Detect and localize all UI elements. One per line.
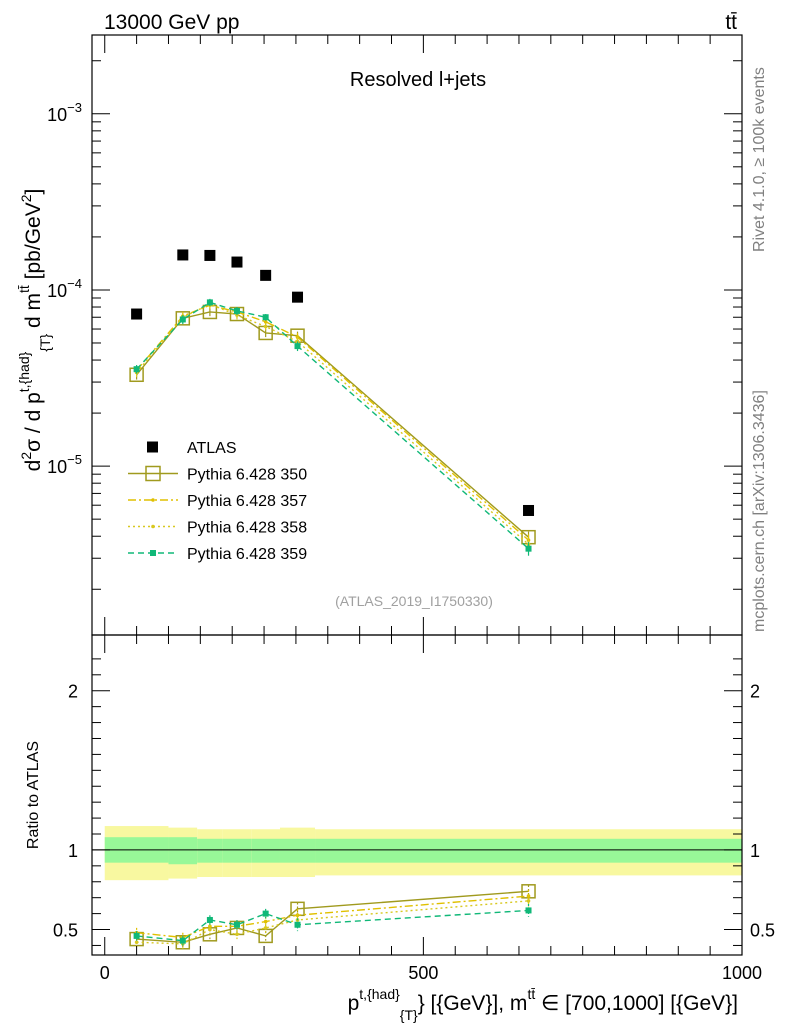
atlas-point xyxy=(260,269,272,281)
svg-text:pt,{had}{T}} [{GeV}], mtt̄ ∈ [: pt,{had}{T}} [{GeV}], mtt̄ ∈ [700,1000] … xyxy=(348,986,738,1023)
main-y-axis-label: d2σ / d pt,{had}{T} d mtt̄ [pb/GeV2] xyxy=(16,189,53,472)
x-axis-label: pt,{had}{T}} [{GeV}], mtt̄ ∈ [700,1000] … xyxy=(348,986,738,1023)
ratio-tick-label: 1 xyxy=(68,841,78,861)
p359-point xyxy=(179,316,186,323)
main-frame xyxy=(91,34,743,636)
legend-marker xyxy=(151,524,155,529)
main-title: Resolved l+jets xyxy=(350,69,486,91)
p359-point xyxy=(206,299,213,306)
p358-ratio-point xyxy=(134,940,139,945)
ratio-bands xyxy=(104,826,742,881)
ratio-frame xyxy=(91,634,743,956)
p357-ratio-point xyxy=(263,919,268,924)
y-tick-label: 10−3 xyxy=(47,100,82,125)
source-label: mcplots.cern.ch [arXiv:1306.3436] xyxy=(751,390,768,632)
rivet-label: Rivet 4.1.0, ≥ 100k events xyxy=(751,67,768,252)
inner-band-segment xyxy=(197,838,223,863)
p358-point xyxy=(263,324,268,329)
legend-marker xyxy=(145,465,161,482)
ratio-y-axis-label: Ratio to ATLAS xyxy=(25,741,42,849)
ratio-series-p357 xyxy=(134,889,531,943)
p359-point xyxy=(294,343,301,350)
p359-ratio-line xyxy=(136,909,529,942)
process-label: tt̄ xyxy=(725,11,737,34)
ratio-tick-label: 0.5 xyxy=(53,921,78,941)
y-tick-label: 10−4 xyxy=(47,276,82,301)
x-tick-label: 500 xyxy=(408,963,438,983)
legend-marker xyxy=(151,498,155,502)
series-p358 xyxy=(134,300,531,551)
ratio-tick-label-right: 2 xyxy=(750,682,760,702)
main-panel: 10−5 10−4 10−3 Resolved l+jets (ATLAS_2019… xyxy=(47,34,743,636)
legend-label: ATLAS xyxy=(187,440,237,457)
series-p359 xyxy=(133,298,532,556)
legend-atlas-marker xyxy=(147,441,158,453)
svg-text:d2σ / d pt,{had}{T} d mtt̄ [pb: d2σ / d pt,{had}{T} d mtt̄ [pb/GeV2] xyxy=(16,189,53,472)
p357-point xyxy=(263,319,268,324)
p358-ratio-point xyxy=(235,932,239,937)
atlas-point xyxy=(131,308,143,320)
p359-ratio-point xyxy=(206,916,213,923)
inner-band-segment xyxy=(251,838,280,863)
p358-ratio-point xyxy=(208,927,212,932)
ratio-tick-label: 2 xyxy=(68,682,78,702)
p358-ratio-line xyxy=(136,900,529,945)
p359-point xyxy=(233,307,240,314)
ratio-tick-label-right: 1 xyxy=(750,841,760,861)
p359-ratio-point xyxy=(133,932,140,939)
p350-point xyxy=(175,311,191,326)
atlas-point xyxy=(292,291,304,303)
atlas-point xyxy=(523,504,535,516)
p359-point xyxy=(525,545,532,552)
ratio-series-p358 xyxy=(134,894,531,949)
inner-band-segment xyxy=(222,838,252,863)
legend: ATLAS Pythia 6.428 350 Pythia 6.428 357 Pyt… xyxy=(128,440,307,563)
ratio-y-ticks: 0.5 0.5 1 1 2 2 xyxy=(53,658,775,946)
p359-point xyxy=(133,366,140,373)
p359-ratio-point xyxy=(262,910,269,917)
inner-band-segment xyxy=(279,838,316,863)
p359-point xyxy=(262,314,269,321)
p358-ratio-point xyxy=(263,926,268,930)
legend-label: Pythia 6.428 350 xyxy=(187,467,307,484)
ratio-panel: 0.5 0.5 1 1 2 2 0 500 1000 xyxy=(53,634,775,983)
p358-ratio-point xyxy=(526,899,531,903)
legend-marker xyxy=(150,550,156,556)
y-tick-label: 10−5 xyxy=(47,452,82,477)
legend-label: Pythia 6.428 358 xyxy=(187,520,307,537)
legend-label: Pythia 6.428 359 xyxy=(187,546,307,563)
p359-ratio-point xyxy=(294,921,301,928)
x-axis-ticks: 0 500 1000 xyxy=(100,635,762,983)
legend-label: Pythia 6.428 357 xyxy=(187,493,307,510)
energy-label: 13000 GeV pp xyxy=(104,11,239,34)
atlas-point xyxy=(231,256,243,268)
ratio-tick-label-right: 0.5 xyxy=(750,921,775,941)
atlas-point xyxy=(177,249,189,261)
ratio-series-p359 xyxy=(133,904,532,946)
main-y-ticks: 10−5 10−4 10−3 xyxy=(47,35,743,635)
series-atlas xyxy=(131,249,535,516)
x-tick-label: 0 xyxy=(100,963,110,983)
main-series xyxy=(129,249,536,556)
p359-ratio-point xyxy=(525,907,532,914)
inner-band-segment xyxy=(168,837,198,865)
atlas-point xyxy=(204,249,216,261)
p359-line xyxy=(136,301,529,550)
p359-ratio-point xyxy=(179,937,186,944)
x-tick-label: 1000 xyxy=(722,963,762,983)
analysis-label: (ATLAS_2019_I1750330) xyxy=(335,593,493,609)
inner-band-segment xyxy=(315,838,742,863)
ratio-series xyxy=(129,884,536,950)
p359-ratio-point xyxy=(233,921,240,928)
